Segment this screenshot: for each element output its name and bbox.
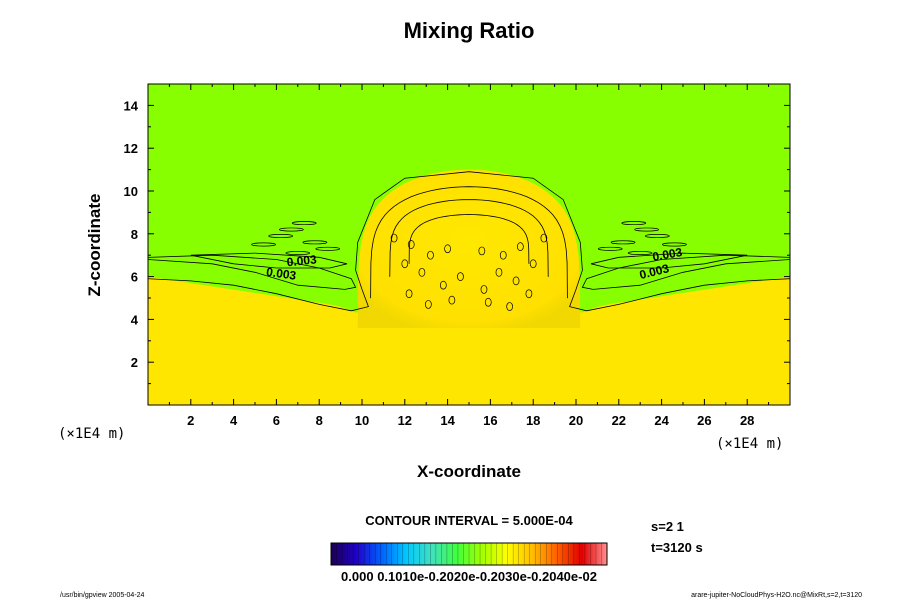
contour-line — [439, 280, 447, 290]
y-tick-label: 12 — [124, 141, 138, 156]
y-axis-title: Z-coordinate — [85, 194, 104, 297]
y-tick-label: 14 — [124, 98, 139, 113]
contour-line — [148, 171, 790, 312]
contour-line — [390, 233, 398, 243]
contour-line — [499, 250, 507, 260]
x-tick-label: 8 — [316, 413, 323, 428]
contour-line — [448, 295, 456, 305]
contour-line — [370, 186, 568, 299]
thermal-region — [357, 169, 581, 328]
y-units-label: (×1E4 m) — [58, 426, 125, 442]
t-info: t=3120 s — [651, 540, 703, 555]
contour-line — [634, 227, 659, 232]
colorbar-labels: 0.000 0.1010e-0.2020e-0.2030e-0.2040e-02 — [341, 569, 597, 584]
contour-line — [302, 240, 328, 245]
contour-line — [424, 300, 432, 309]
colorbar — [330, 542, 608, 566]
contour-line — [478, 246, 486, 256]
contour-line — [405, 289, 413, 299]
x-tick-label: 4 — [230, 413, 238, 428]
y-tick-label: 8 — [131, 227, 138, 242]
contour-line — [590, 252, 748, 269]
x-tick-label: 2 — [187, 413, 194, 428]
contour-line — [427, 250, 434, 260]
y-tick-label: 4 — [131, 312, 139, 327]
contour-line — [495, 267, 503, 277]
s-info: s=2 1 — [651, 519, 684, 534]
contour-line — [457, 272, 464, 281]
contour-line — [291, 221, 317, 226]
contour-line — [610, 240, 636, 245]
contour-label: 0.003 — [651, 245, 683, 264]
contour-line — [408, 214, 530, 264]
contour-line — [525, 289, 533, 299]
contour-line — [662, 242, 687, 247]
contour-line — [484, 297, 492, 307]
footer-left: /usr/bin/gpview 2005-04-24 — [60, 592, 145, 599]
contour-line — [506, 302, 514, 311]
x-tick-label: 16 — [483, 413, 497, 428]
contour-line — [621, 221, 647, 226]
footer-right: arare-jupiter-NoCloudPhys-H2O.nc@MixRt,s… — [691, 592, 862, 599]
contour-line — [148, 254, 357, 290]
contour-line — [644, 233, 670, 238]
x-tick-label: 20 — [569, 413, 583, 428]
x-tick-label: 28 — [740, 413, 754, 428]
contour-line — [597, 246, 623, 251]
x-tick-label: 18 — [526, 413, 540, 428]
contour-line — [251, 242, 276, 247]
x-axis-title: X-coordinate — [417, 462, 521, 481]
contour-line — [627, 251, 653, 256]
contour-line — [389, 199, 549, 277]
contour-label: 0.003 — [265, 265, 297, 283]
contour-line — [285, 251, 311, 256]
x-units-label: (×1E4 m) — [716, 436, 783, 452]
lower-region — [148, 276, 790, 405]
x-tick-label: 22 — [612, 413, 626, 428]
chart-title: Mixing Ratio — [404, 18, 535, 43]
contour-line — [268, 233, 294, 238]
contour-line — [279, 227, 304, 232]
x-tick-label: 12 — [398, 413, 412, 428]
contour-line — [512, 276, 520, 286]
contour-line — [581, 254, 790, 290]
contour-line — [540, 233, 548, 243]
contour-line — [315, 246, 341, 251]
x-tick-label: 14 — [440, 413, 455, 428]
contour-line — [190, 252, 348, 269]
contour-lines — [148, 171, 790, 312]
x-tick-label: 24 — [654, 413, 669, 428]
contour-line — [517, 242, 524, 251]
contour-line — [480, 285, 488, 294]
x-tick-label: 10 — [355, 413, 369, 428]
y-tick-label: 2 — [131, 355, 138, 370]
x-tick-label: 26 — [697, 413, 711, 428]
contour-label: 0.003 — [286, 252, 318, 269]
contour-line — [401, 259, 409, 269]
y-tick-label: 10 — [124, 184, 138, 199]
contour-line — [418, 267, 426, 277]
contour-line — [529, 259, 537, 269]
x-tick-label: 6 — [273, 413, 280, 428]
y-tick-label: 6 — [131, 270, 138, 285]
contour-line — [407, 240, 415, 249]
contour-line — [444, 244, 451, 254]
contour-interval-text: CONTOUR INTERVAL = 5.000E-04 — [365, 513, 573, 528]
